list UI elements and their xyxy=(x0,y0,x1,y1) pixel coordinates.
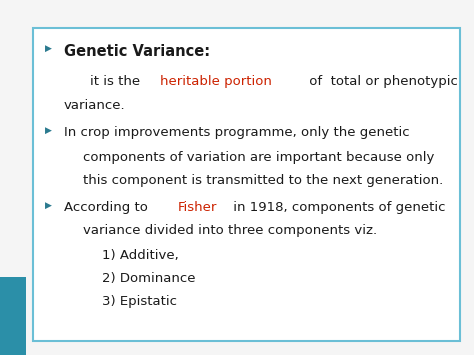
Text: variance divided into three components viz.: variance divided into three components v… xyxy=(83,224,377,237)
Text: 3) Epistatic: 3) Epistatic xyxy=(102,295,177,308)
Text: this component is transmitted to the next generation.: this component is transmitted to the nex… xyxy=(83,174,443,187)
Text: In crop improvements programme, only the genetic: In crop improvements programme, only the… xyxy=(64,126,410,139)
Text: of  total or phenotypic: of total or phenotypic xyxy=(305,75,457,88)
Text: heritable portion: heritable portion xyxy=(160,75,272,88)
Text: According to: According to xyxy=(64,201,152,214)
Text: ▶: ▶ xyxy=(45,126,52,135)
Text: in 1918, components of genetic: in 1918, components of genetic xyxy=(228,201,445,214)
Text: 1) Additive,: 1) Additive, xyxy=(102,248,179,262)
FancyBboxPatch shape xyxy=(0,277,26,355)
Text: 2) Dominance: 2) Dominance xyxy=(102,272,195,285)
Text: it is the: it is the xyxy=(90,75,145,88)
Text: Fisher: Fisher xyxy=(178,201,217,214)
FancyBboxPatch shape xyxy=(33,28,460,341)
Text: variance.: variance. xyxy=(64,99,126,113)
Text: ▶: ▶ xyxy=(45,44,52,53)
Text: ▶: ▶ xyxy=(45,201,52,209)
Text: components of variation are important because only: components of variation are important be… xyxy=(83,151,434,164)
Text: Genetic Variance:: Genetic Variance: xyxy=(64,44,210,59)
